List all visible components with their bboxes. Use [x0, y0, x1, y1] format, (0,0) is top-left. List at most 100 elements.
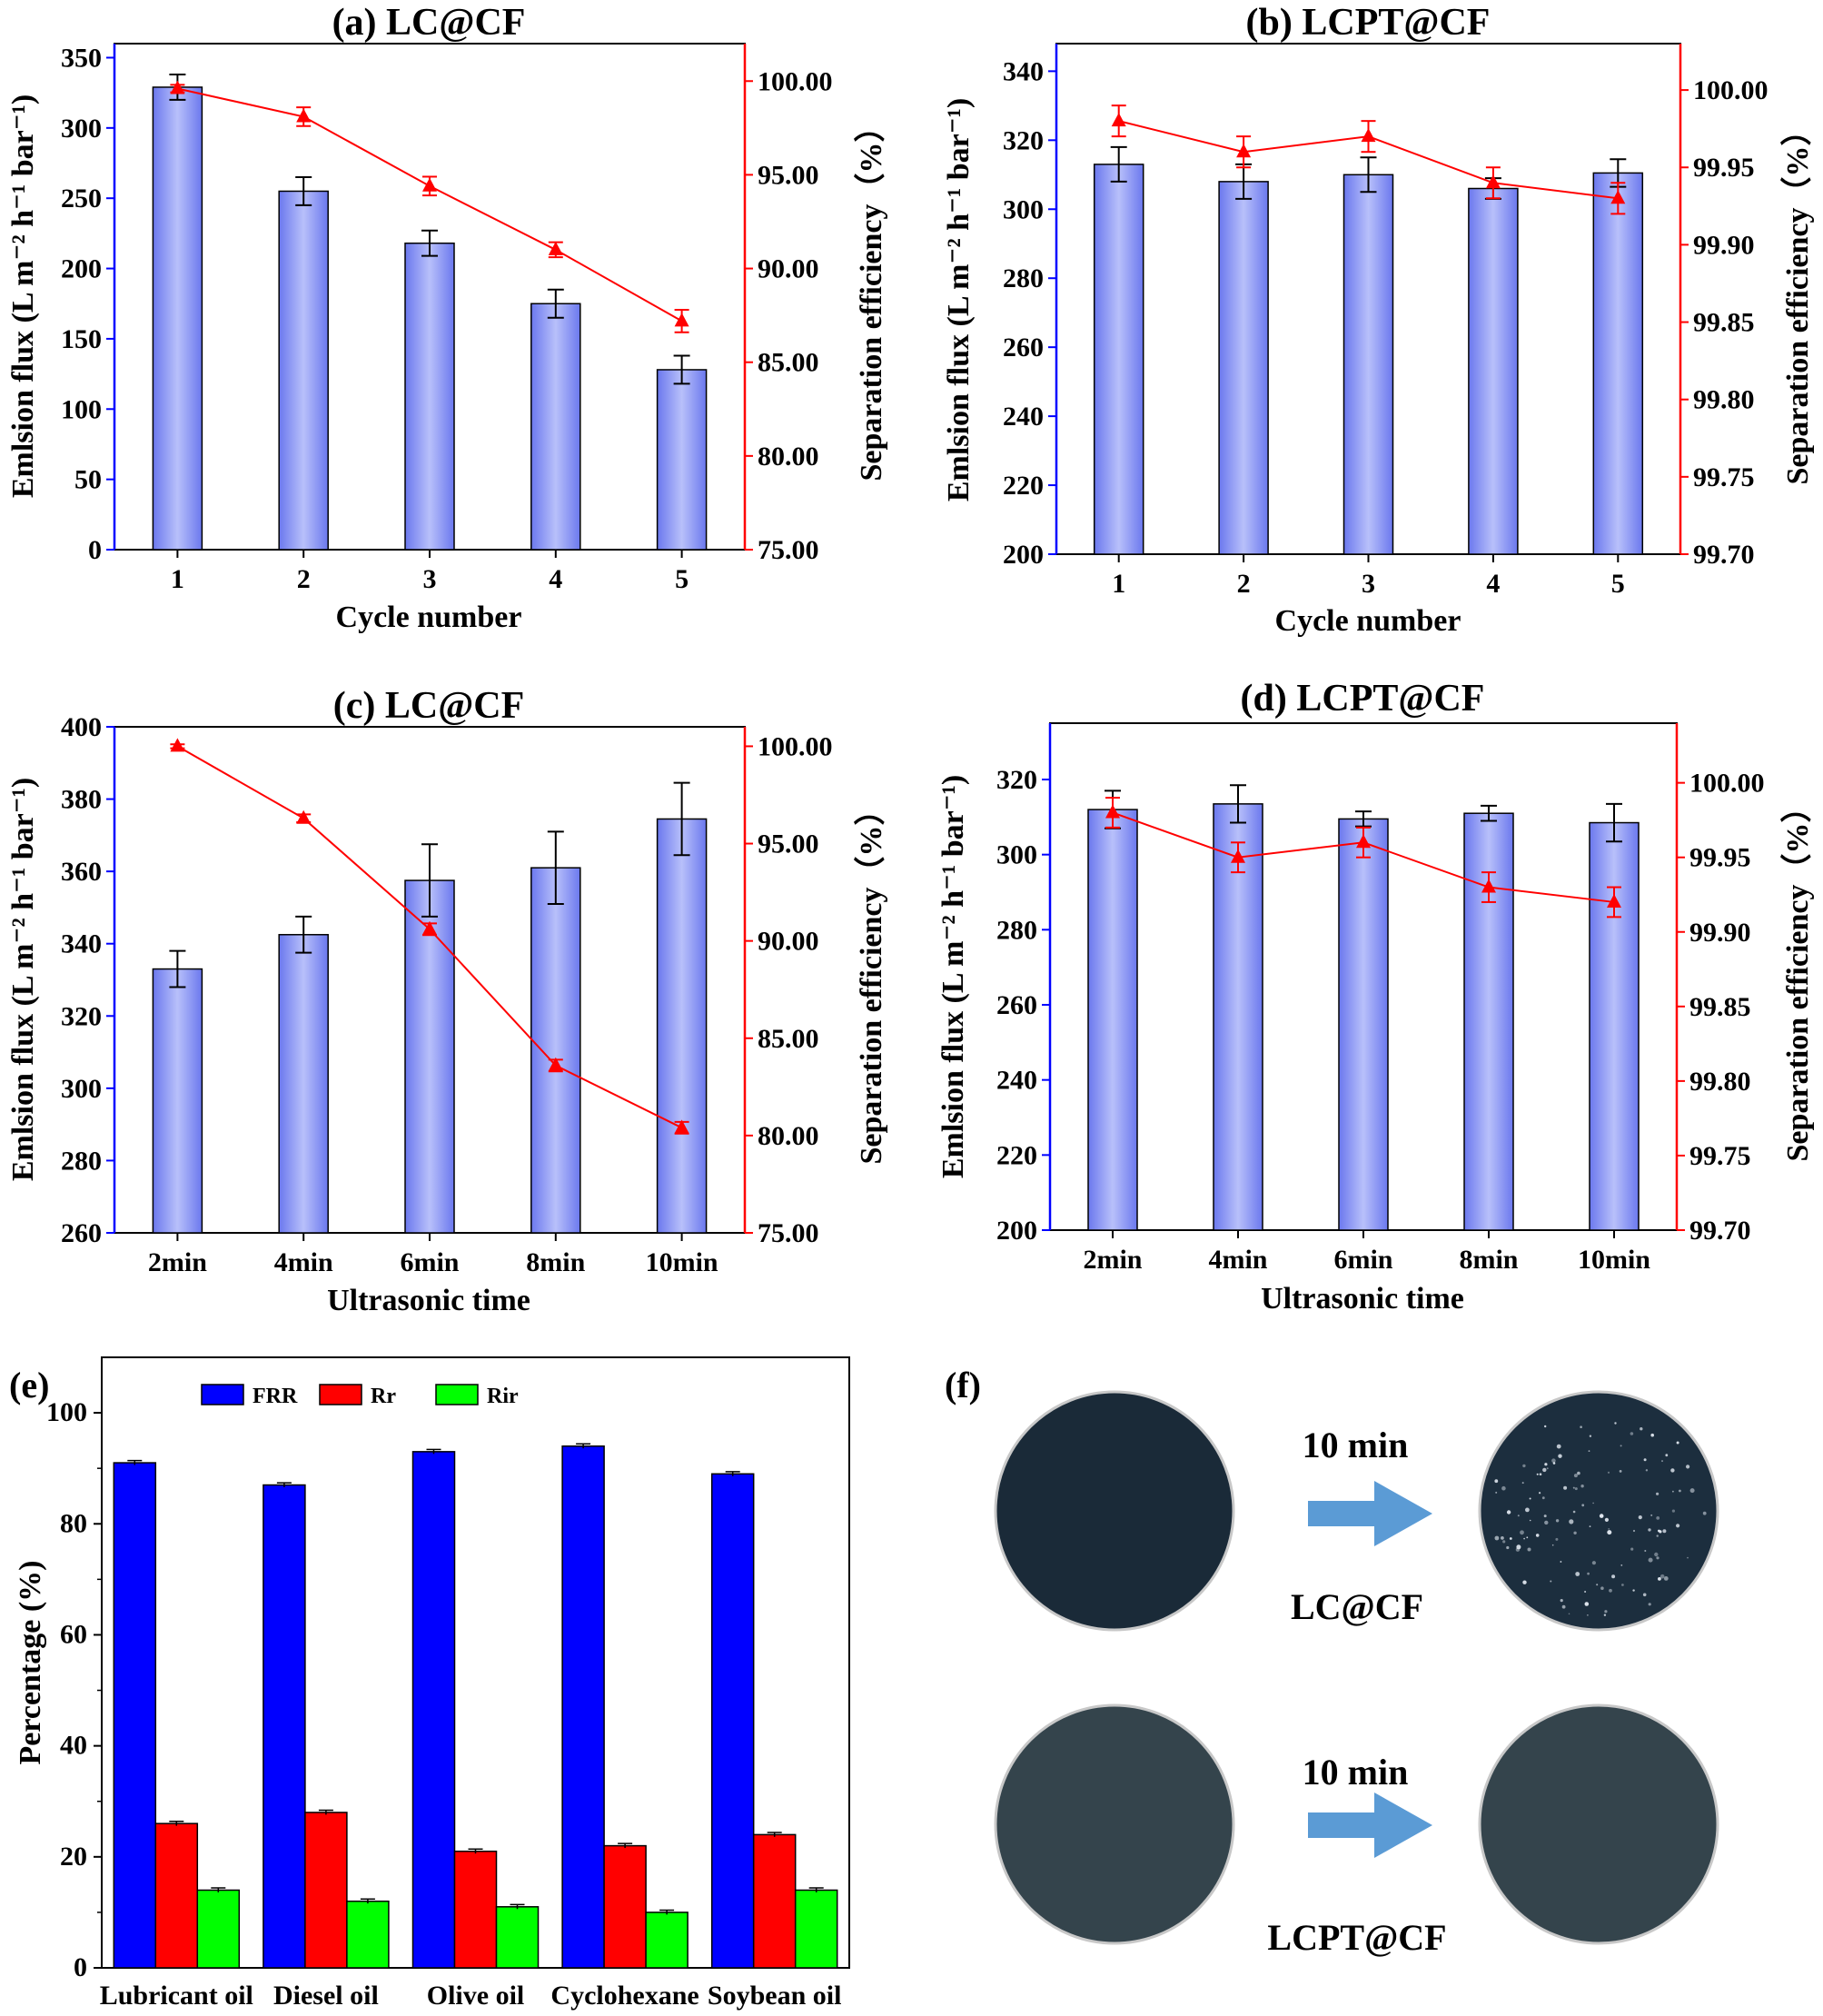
residue-speck	[1599, 1514, 1604, 1518]
flux-bar	[278, 934, 329, 1234]
residue-speck	[1663, 1576, 1669, 1581]
efficiency-point	[674, 1119, 689, 1134]
right-tick-label: 80.00	[758, 1121, 819, 1151]
left-tick-label: 280	[61, 1146, 102, 1176]
percentage-bar-rir	[196, 1889, 241, 1969]
right-tick-label: 99.85	[1693, 308, 1755, 338]
residue-speck	[1502, 1540, 1506, 1544]
right-tick-label: 90.00	[758, 254, 819, 284]
flux-bar	[1218, 181, 1269, 555]
legend-label-rr: Rr	[371, 1385, 396, 1408]
percentage-bar-frr	[561, 1445, 605, 1969]
left-tick-label: 380	[61, 785, 102, 815]
x-tick-label: 5	[675, 564, 689, 594]
residue-speck	[1679, 1489, 1681, 1493]
residue-speck	[1609, 1588, 1612, 1593]
residue-speck	[1506, 1545, 1510, 1550]
left-tick-label: 200	[61, 254, 102, 284]
x-tick-label: 2min	[1083, 1245, 1142, 1275]
residue-speck	[1515, 1547, 1521, 1552]
percentage-bar-frr	[263, 1484, 306, 1969]
percentage-bar-rr	[304, 1812, 348, 1969]
residue-speck	[1573, 1474, 1578, 1478]
efficiency-point	[1610, 190, 1626, 204]
residue-speck	[1516, 1544, 1521, 1550]
flux-bar	[530, 867, 581, 1234]
efficiency-point	[674, 313, 689, 327]
panel-d-title: (d) LCPT@CF	[1241, 678, 1485, 720]
panel-c-ylabel-right: Separation efficiency（%）	[853, 795, 888, 1165]
panel-a-ylabel-left: Emlsion flux (L m⁻² h⁻¹ bar⁻¹)	[6, 94, 40, 498]
x-tick-label: 4	[549, 564, 562, 594]
residue-speck	[1604, 1610, 1608, 1614]
right-tick-label: 99.80	[1693, 385, 1755, 415]
right-tick-label: 99.95	[1693, 153, 1755, 183]
residue-speck	[1560, 1561, 1562, 1563]
percentage-bar-frr	[710, 1473, 755, 1969]
residue-speck	[1573, 1531, 1577, 1535]
panel-d-efficiency-line	[1105, 797, 1621, 919]
residue-speck	[1611, 1574, 1616, 1579]
legend-swatch-rir	[435, 1384, 479, 1405]
residue-speck	[1591, 1561, 1596, 1565]
residue-speck	[1580, 1485, 1584, 1488]
residue-speck	[1584, 1591, 1587, 1593]
residue-speck	[1638, 1515, 1642, 1520]
residue-speck	[1607, 1471, 1610, 1474]
left-tick-label: 260	[61, 1218, 102, 1248]
residue-speck	[1589, 1525, 1591, 1527]
legend-label-frr: FRR	[253, 1385, 298, 1408]
x-category-label: Olive oil	[427, 1981, 525, 2011]
panel-b-efficiency-line	[1111, 104, 1626, 215]
x-tick-label: 10min	[646, 1247, 718, 1277]
panel-c-ticks: 260 280 300 320 340 360 380 400 75.00 80.00 85.00 9…	[61, 712, 833, 1277]
residue-speck	[1656, 1556, 1660, 1560]
residue-speck	[1686, 1465, 1690, 1469]
panel-c-ylabel-left: Emlsion flux (L m⁻² h⁻¹ bar⁻¹)	[6, 778, 40, 1181]
panel-c-xlabel: Ultrasonic time	[327, 1284, 530, 1317]
x-tick-label: 6min	[1333, 1245, 1392, 1275]
y-tick-label: 80	[60, 1508, 87, 1538]
residue-speck	[1535, 1534, 1540, 1537]
right-tick-label: 99.90	[1693, 230, 1755, 260]
x-tick-label: 3	[1362, 569, 1375, 599]
residue-speck	[1572, 1510, 1576, 1514]
right-tick-label: 95.00	[758, 829, 819, 859]
percentage-bar-rir	[346, 1900, 390, 1969]
efficiency-point	[1231, 849, 1245, 863]
left-tick-label: 100	[61, 394, 102, 424]
panel-a-bars	[152, 74, 708, 551]
residue-speck	[1494, 1535, 1500, 1541]
efficiency-point	[296, 108, 312, 123]
efficiency-point	[1607, 893, 1621, 908]
residue-speck	[1640, 1427, 1643, 1431]
row-2-sample-label: LCPT@CF	[1267, 1917, 1446, 1958]
efficiency-point	[548, 1057, 563, 1071]
residue-speck	[1608, 1528, 1610, 1530]
residue-speck	[1551, 1544, 1554, 1546]
panel-e-bars	[113, 1443, 838, 1969]
right-tick-label: 99.85	[1689, 992, 1751, 1022]
x-tick-label: 1	[1112, 569, 1125, 599]
residue-speck	[1656, 1516, 1660, 1520]
residue-speck	[1517, 1514, 1520, 1517]
panel-d-bars	[1087, 784, 1640, 1231]
residue-speck	[1544, 1425, 1547, 1428]
legend-label-rir: Rir	[487, 1385, 519, 1408]
panel-d-xlabel: Ultrasonic time	[1261, 1282, 1464, 1316]
left-tick-label: 300	[61, 1074, 102, 1104]
right-tick-label: 100.00	[1689, 769, 1765, 799]
residue-speck	[1648, 1557, 1653, 1563]
residue-speck	[1596, 1584, 1599, 1586]
efficiency-point	[1481, 879, 1496, 893]
residue-speck	[1660, 1574, 1665, 1579]
left-tick-label: 250	[61, 184, 102, 214]
efficiency-point	[1111, 113, 1126, 127]
panel-b-ylabel-left: Emlsion flux (L m⁻² h⁻¹ bar⁻¹)	[942, 98, 976, 502]
residue-speck	[1523, 1537, 1525, 1540]
x-tick-label: 4min	[1208, 1245, 1267, 1275]
flux-bar	[278, 190, 329, 551]
left-tick-label: 50	[74, 465, 102, 495]
row-1-arrow-text: 10 min	[1303, 1425, 1409, 1465]
residue-speck	[1702, 1511, 1707, 1515]
